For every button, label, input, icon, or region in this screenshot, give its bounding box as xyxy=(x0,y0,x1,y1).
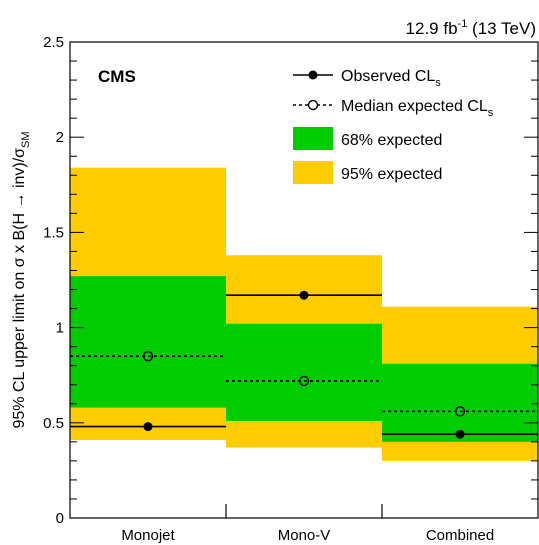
observed-point-2 xyxy=(455,429,465,439)
y-tick-label-0: 0 xyxy=(56,510,64,527)
band-68-0 xyxy=(70,276,226,408)
legend-observed-label: Observed CLs xyxy=(341,68,441,89)
legend-95-label: 95% expected xyxy=(341,166,442,183)
expected-point-2 xyxy=(454,406,466,417)
observed-point-0 xyxy=(143,422,153,432)
y-tick-label-4: 2 xyxy=(56,129,64,146)
band-68-2 xyxy=(382,363,538,442)
legend-observed-marker xyxy=(308,70,318,80)
legend: Observed CLs Median expected CLs 68% exp… xyxy=(293,68,494,184)
y-tick-label-2: 1 xyxy=(56,320,64,337)
experiment-label: CMS xyxy=(98,67,136,86)
y-tick-label-1: 0.5 xyxy=(43,415,64,432)
y-tick-label-5: 2.5 xyxy=(43,34,64,51)
x-tick-label-0: Monojet xyxy=(121,527,175,544)
x-tick-label-1: Mono-V xyxy=(278,527,331,544)
expected-point-1 xyxy=(298,375,310,387)
expected-bands xyxy=(70,167,538,461)
legend-expected-label: Median expected CLs xyxy=(341,98,494,119)
legend-95-swatch xyxy=(293,161,333,184)
band-68-1 xyxy=(226,323,382,421)
luminosity-label: 12.9 fb-1 (13 TeV) xyxy=(406,18,536,38)
limit-lines xyxy=(70,290,538,439)
legend-68-swatch xyxy=(293,127,333,150)
x-tick-label-2: Combined xyxy=(426,527,494,544)
observed-point-1 xyxy=(299,290,309,300)
expected-point-0 xyxy=(142,350,154,362)
plot-frame xyxy=(69,41,539,519)
legend-68-label: 68% expected xyxy=(341,132,442,149)
y-axis-label: 95% CL upper limit on σ x B(H → inv)/σSM xyxy=(11,131,32,428)
legend-expected-marker xyxy=(307,99,319,111)
y-tick-label-3: 1.5 xyxy=(43,224,64,241)
axes: Monojet Mono-V Combined 0 0.5 1 1.5 2 2.5 xyxy=(43,34,538,544)
